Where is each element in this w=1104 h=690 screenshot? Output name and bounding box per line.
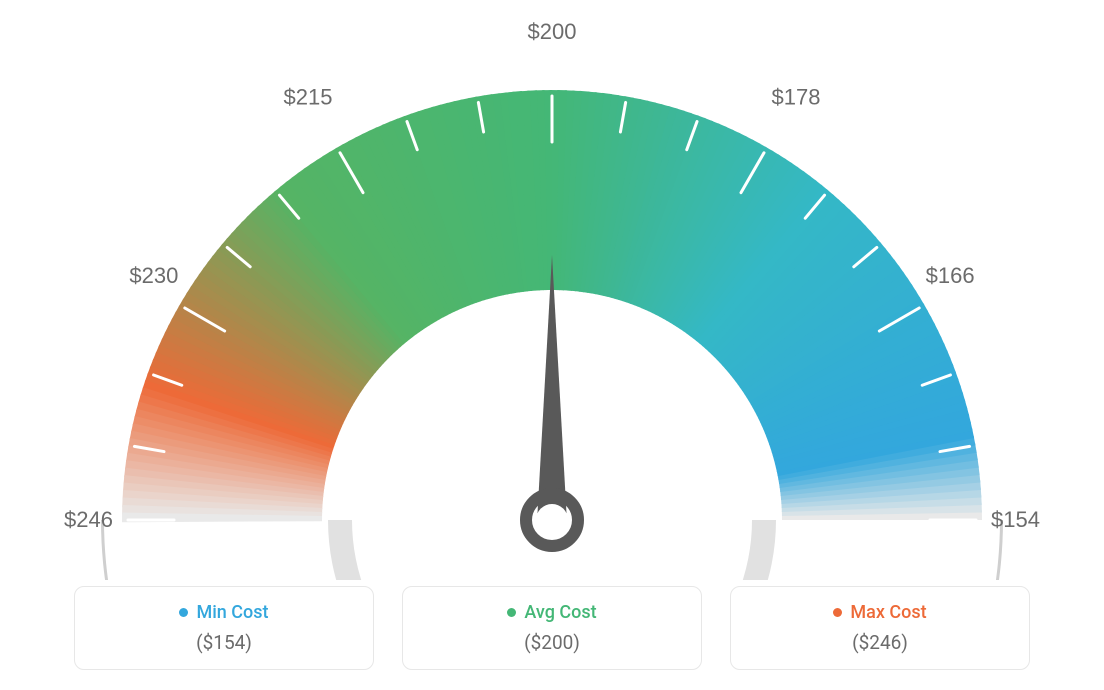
legend-label-avg: Avg Cost bbox=[524, 602, 596, 623]
svg-text:$154: $154 bbox=[991, 507, 1040, 532]
legend-dot-avg bbox=[507, 608, 516, 617]
legend-label-row: Min Cost bbox=[179, 602, 268, 623]
legend-dot-max bbox=[833, 608, 842, 617]
legend-box-avg: Avg Cost ($200) bbox=[402, 586, 702, 670]
legend-label-row: Max Cost bbox=[833, 602, 926, 623]
legend-label-min: Min Cost bbox=[196, 602, 268, 623]
gauge-svg: $154 $166 $178 $200 $215 $230 $246 bbox=[42, 20, 1062, 580]
legend-value-min: ($154) bbox=[196, 631, 252, 654]
gauge-chart: $154 $166 $178 $200 $215 $230 $246 bbox=[42, 20, 1062, 584]
legend-box-max: Max Cost ($246) bbox=[730, 586, 1030, 670]
svg-text:$166: $166 bbox=[926, 263, 975, 288]
svg-text:$215: $215 bbox=[284, 84, 333, 109]
svg-text:$246: $246 bbox=[64, 507, 113, 532]
svg-text:$230: $230 bbox=[129, 263, 178, 288]
legend-label-row: Avg Cost bbox=[507, 602, 596, 623]
legend-dot-min bbox=[179, 608, 188, 617]
legend-row: Min Cost ($154) Avg Cost ($200) Max Cost… bbox=[0, 586, 1104, 670]
legend-value-avg: ($200) bbox=[524, 631, 580, 654]
legend-value-max: ($246) bbox=[852, 631, 908, 654]
svg-text:$178: $178 bbox=[772, 84, 821, 109]
legend-label-max: Max Cost bbox=[850, 602, 926, 623]
svg-text:$200: $200 bbox=[528, 20, 577, 44]
legend-box-min: Min Cost ($154) bbox=[74, 586, 374, 670]
